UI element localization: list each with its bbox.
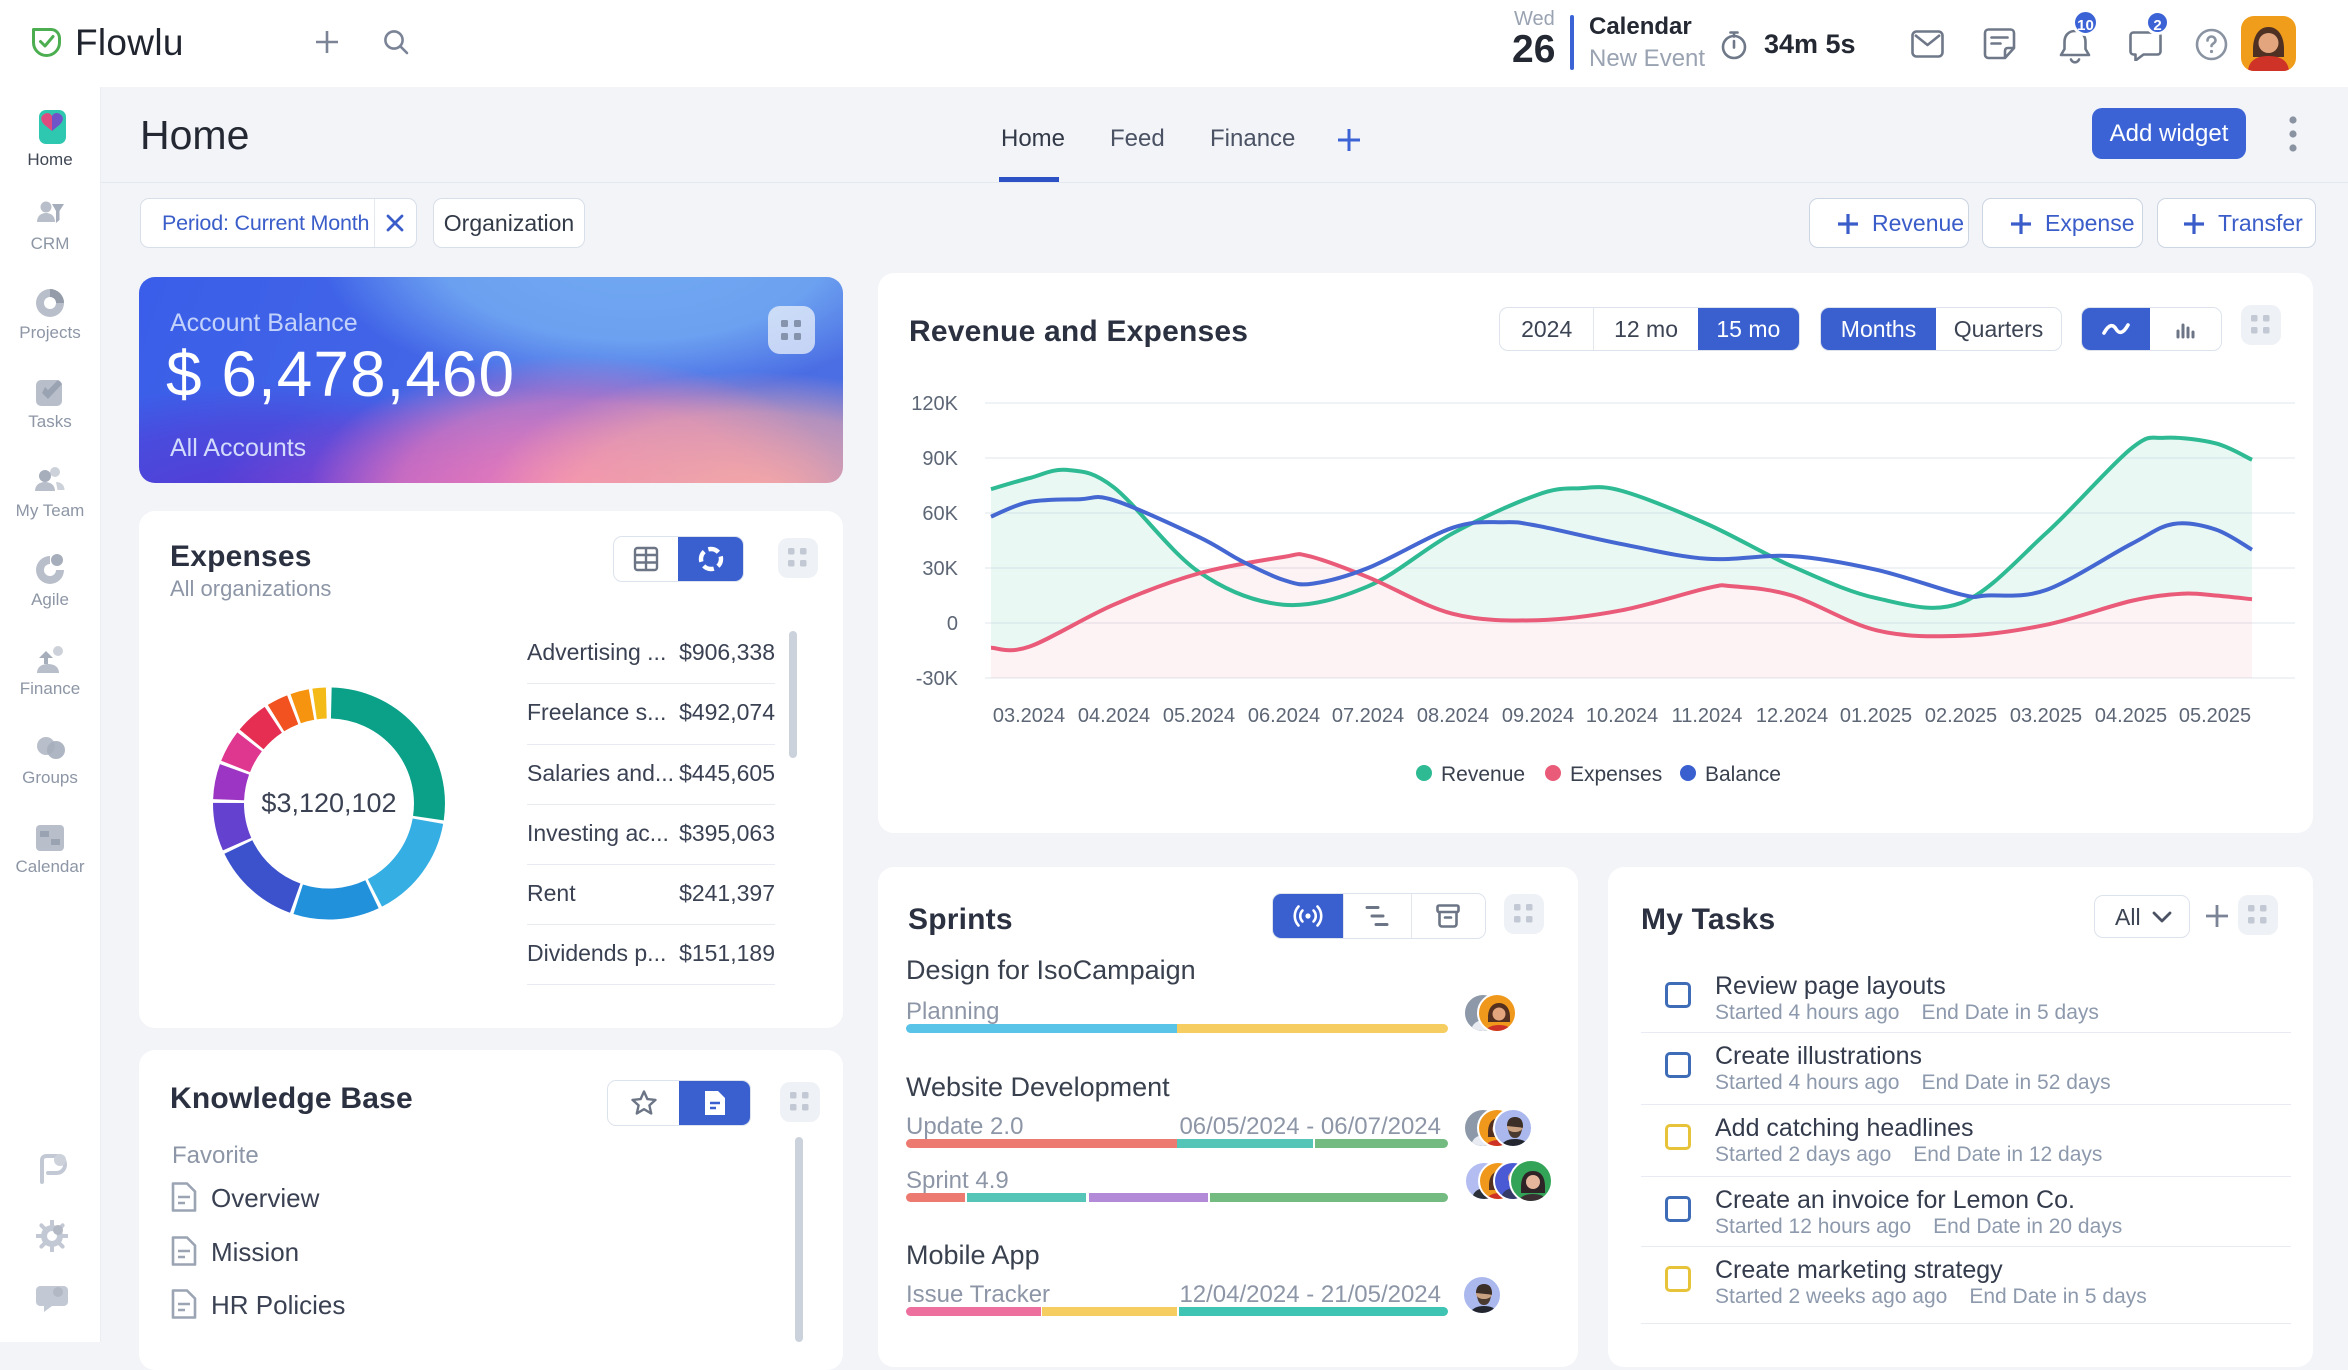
svg-text:03.2025: 03.2025: [2010, 705, 2082, 727]
svg-text:02.2025: 02.2025: [1925, 705, 1997, 727]
svg-text:04.2024: 04.2024: [1078, 705, 1150, 727]
svg-text:05.2024: 05.2024: [1163, 705, 1235, 727]
svg-text:90K: 90K: [922, 448, 958, 470]
svg-text:07.2024: 07.2024: [1332, 705, 1404, 727]
svg-text:30K: 30K: [922, 558, 958, 580]
svg-text:Revenue: Revenue: [1441, 763, 1525, 786]
svg-text:60K: 60K: [922, 503, 958, 525]
svg-text:05.2025: 05.2025: [2179, 705, 2251, 727]
svg-text:08.2024: 08.2024: [1417, 705, 1489, 727]
svg-text:04.2025: 04.2025: [2095, 705, 2167, 727]
svg-text:09.2024: 09.2024: [1502, 705, 1574, 727]
svg-text:12.2024: 12.2024: [1756, 705, 1828, 727]
svg-text:06.2024: 06.2024: [1248, 705, 1320, 727]
svg-text:11.2024: 11.2024: [1672, 705, 1743, 727]
svg-text:0: 0: [947, 613, 958, 635]
svg-text:Expenses: Expenses: [1570, 763, 1662, 786]
svg-text:-30K: -30K: [916, 668, 959, 690]
svg-text:Balance: Balance: [1705, 763, 1781, 786]
svg-text:10.2024: 10.2024: [1586, 705, 1658, 727]
svg-text:120K: 120K: [911, 393, 958, 415]
svg-text:03.2024: 03.2024: [993, 705, 1065, 727]
svg-text:01.2025: 01.2025: [1840, 705, 1912, 727]
